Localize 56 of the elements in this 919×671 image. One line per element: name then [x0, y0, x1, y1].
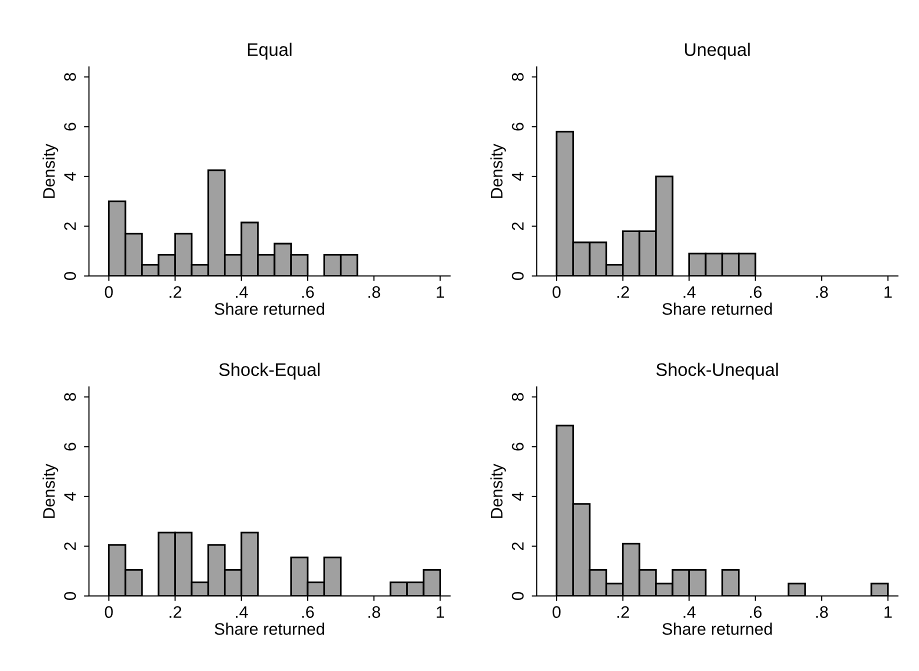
y-tick-label: 0	[512, 592, 524, 600]
x-axis-title: Share returned	[662, 302, 772, 315]
x-tick-label: 1	[436, 286, 444, 298]
x-tick-label: .8	[816, 606, 828, 618]
x-tick-label: 0	[552, 606, 561, 618]
y-tick-label: 6	[64, 442, 76, 450]
chart-title: Unequal	[685, 42, 750, 60]
x-tick-label: 1	[884, 606, 892, 618]
x-tick-label: .6	[302, 286, 314, 298]
y-axis-title: Density	[42, 144, 58, 198]
y-tick-label: 0	[64, 592, 76, 600]
x-tick-label: 0	[104, 606, 113, 618]
x-tick-label: .2	[170, 606, 182, 618]
x-tick-label: .2	[617, 606, 629, 618]
x-tick-label: .4	[684, 286, 696, 298]
y-tick-label: 4	[64, 172, 76, 181]
y-tick-label: 6	[64, 122, 76, 130]
chart-title: Shock-Equal	[219, 362, 320, 380]
y-axis-title: Density	[42, 464, 58, 518]
x-tick-label: .6	[750, 286, 762, 298]
y-tick-label: 6	[512, 442, 524, 450]
y-tick-label: 2	[512, 222, 524, 230]
y-tick-label: 2	[64, 222, 76, 230]
y-tick-label: 6	[512, 122, 524, 130]
y-tick-label: 8	[512, 393, 524, 401]
y-tick-label: 2	[64, 542, 76, 550]
y-tick-label: 4	[512, 492, 524, 501]
x-tick-label: .8	[816, 286, 828, 298]
x-tick-label: .4	[684, 606, 696, 618]
x-axis-title: Share returned	[662, 622, 772, 635]
y-tick-label: 8	[512, 73, 524, 81]
x-tick-label: .6	[750, 606, 762, 618]
y-axis-title: Density	[490, 464, 506, 518]
x-tick-label: .4	[236, 606, 248, 618]
y-tick-label: 8	[64, 393, 76, 401]
x-tick-label: .8	[368, 606, 380, 618]
x-tick-label: .8	[368, 286, 380, 298]
x-tick-label: 0	[104, 286, 113, 298]
y-tick-label: 0	[64, 272, 76, 280]
x-axis-title: Share returned	[214, 302, 324, 315]
y-tick-label: 8	[64, 73, 76, 81]
y-tick-label: 2	[512, 542, 524, 550]
y-tick-label: 4	[512, 172, 524, 181]
x-axis-title: Share returned	[214, 622, 324, 635]
x-tick-label: 1	[884, 286, 892, 298]
y-tick-label: 0	[512, 272, 524, 280]
x-tick-label: 0	[552, 286, 561, 298]
x-tick-label: .2	[617, 286, 629, 298]
x-tick-label: .4	[236, 286, 248, 298]
x-tick-label: .2	[170, 286, 182, 298]
y-tick-label: 4	[64, 492, 76, 501]
x-tick-label: .6	[302, 606, 314, 618]
y-axis-title: Density	[490, 144, 506, 198]
x-tick-label: 1	[436, 606, 444, 618]
chart-title: Equal	[248, 42, 292, 60]
chart-title: Shock-Unequal	[656, 362, 778, 380]
